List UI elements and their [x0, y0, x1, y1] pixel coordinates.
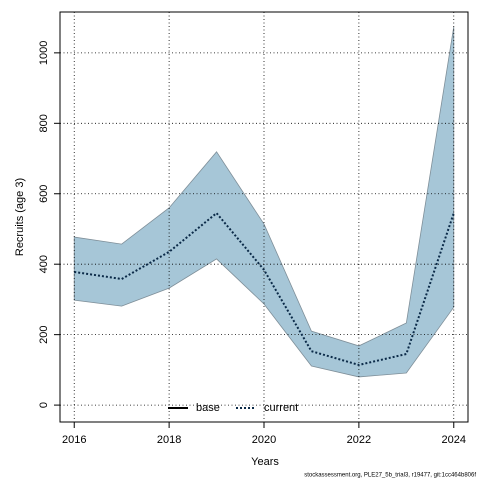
x-tick-label: 2020: [252, 434, 276, 446]
x-tick-label: 2024: [442, 434, 466, 446]
series-line: [74, 211, 455, 366]
x-tick-label: 2022: [347, 434, 371, 446]
y-tick-label: 1000: [38, 41, 50, 65]
plot-frame: [59, 11, 469, 423]
footnote: stockassessment.org, PLE27_5b_trial3, r1…: [304, 473, 476, 479]
y-tick-label: 0: [38, 402, 50, 408]
y-tick-label: 800: [38, 114, 50, 132]
confidence-band: [73, 26, 455, 378]
y-tick-label: 600: [38, 185, 50, 203]
y-tick-label: 400: [38, 255, 50, 273]
y-axis-label: Recruits (age 3): [14, 178, 26, 256]
legend-label: base: [196, 402, 220, 414]
x-tick-label: 2016: [62, 434, 86, 446]
y-tick-label: 200: [38, 325, 50, 343]
legend-label: current: [264, 402, 298, 414]
x-tick-label: 2018: [157, 434, 181, 446]
x-axis-label: Years: [251, 456, 279, 468]
